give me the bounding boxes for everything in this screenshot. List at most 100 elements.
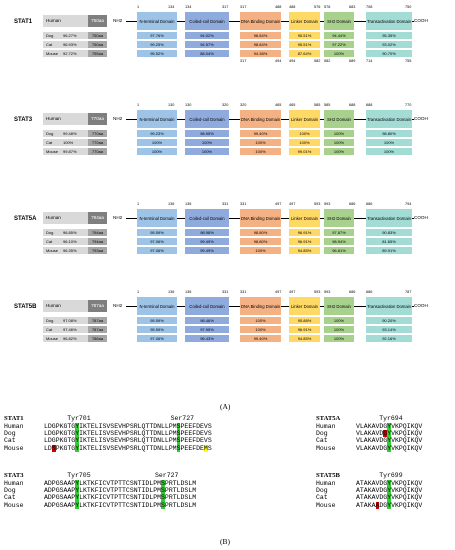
stat5b-position-top: 686 <box>349 290 356 294</box>
stat3-species-row: Cat 100% <box>43 139 88 146</box>
stat5b-identity-cell: 100% <box>240 326 281 333</box>
stat3-position-top: 585 <box>314 103 321 107</box>
species-identity: 96.35% <box>63 248 77 253</box>
stat5b-sequence: ATAKAVDGYVKPQIKQV <box>356 494 423 502</box>
stat5b-identity-cell: 93.14% <box>366 326 412 333</box>
stat5b-position-top: 497 <box>275 290 282 294</box>
stat1-species-label: Dog <box>4 430 16 438</box>
stat5b-identity-cell: 99.40% <box>240 335 281 342</box>
species-name: Mouse <box>46 149 59 154</box>
stat5a-domain-nt: N-terminal Domain <box>137 209 177 227</box>
stat3-identity-cell: 98.80% <box>366 130 412 137</box>
stat3-position-top: 130 <box>185 103 192 107</box>
stat1-human-length: 750aa <box>88 15 107 27</box>
stat1-sequence: LDGPKGTGYIKTELISVSEVHPSRLQTTDNLLPMSPEEFD… <box>44 423 212 430</box>
stat5a-identity-cell: 96.91% <box>289 238 320 245</box>
stat5a-nh2: NH2 <box>113 215 123 220</box>
stat1-position-bottom: 494 <box>275 59 282 63</box>
stat5b-domain-db: DNA Binding Domain <box>240 297 281 315</box>
panel-a-caption: (A) <box>220 402 231 411</box>
stat1-position-top: 134 <box>168 5 175 9</box>
stat3-position-top: 688 <box>349 103 356 107</box>
stat1-position-top: 317 <box>222 5 229 9</box>
stat1-position-top: 488 <box>275 5 282 9</box>
stat1-position-top: 1 <box>137 5 140 9</box>
stat5a-identity-cell: 97.87% <box>324 229 354 236</box>
stat5b-species-label: Dog <box>316 487 328 495</box>
stat5b-label: STAT5B <box>14 304 37 310</box>
stat5a-species-label: Cat <box>316 437 328 445</box>
stat3-identity-cell: 99.23% <box>137 130 177 137</box>
stat3-domain-db: DNA Binding Domain <box>240 110 281 128</box>
stat3-identity-cell: 98.95% <box>185 130 229 137</box>
stat5b-species-length: 787aa <box>88 326 107 333</box>
species-identity: 92.72% <box>63 51 77 56</box>
stat5a-identity-cell: 98.80% <box>240 229 281 236</box>
stat1-position-top: 576 <box>314 5 321 9</box>
stat3-position-top: 320 <box>222 103 229 107</box>
stat3-identity-cell: 100% <box>289 130 320 137</box>
species-name: Cat <box>46 239 53 244</box>
stat5b-domain-sh: SH2 Domain <box>324 297 354 315</box>
stat5a-species-label: Mouse <box>316 444 336 452</box>
species-identity: 99.48% <box>63 131 77 136</box>
stat3-sequence: ADPGSAAPYLKTKFICVTPTTCSNTIDLPMSPRTLDSLM <box>44 501 197 509</box>
stat3-identity-cell: 100% <box>324 148 354 155</box>
stat3-sequence: ADPGSAAPYLKTKFICVTPTTCSNTIDLPMSPRTLDSLM <box>44 494 197 502</box>
stat1-position-top: 317 <box>240 5 247 9</box>
stat5b-domain-nt: N-terminal Domain <box>137 297 177 315</box>
stat5b-identity-cell: 98.46% <box>185 317 229 324</box>
stat5a-identity-cell: 90.83% <box>366 229 412 236</box>
stat3-identity-cell: 100% <box>366 139 412 146</box>
species-identity: 99.87% <box>63 149 77 154</box>
stat5b-variant-highlight <box>375 501 380 509</box>
stat3-species-row: Dog 99.48% <box>43 130 88 137</box>
stat5b-identity-cell: 94.85% <box>289 335 320 342</box>
stat5b-identity-cell: 95.59% <box>137 317 177 324</box>
stat5a-position-top: 331 <box>240 202 247 206</box>
stat5b-identity-cell: 97.95% <box>185 326 229 333</box>
stat3-position-top: 130 <box>168 103 175 107</box>
stat5a-identity-cell: 81.65% <box>366 238 412 245</box>
stat1-identity-cell: 94.57% <box>185 41 229 48</box>
stat5a-residue-highlight <box>387 437 392 445</box>
stat3-position-top: 465 <box>275 103 282 107</box>
stat5a-species-row: Mouse 96.35% <box>43 247 88 254</box>
stat5a-position-top: 136 <box>168 202 175 206</box>
stat3-identity-cell: 100% <box>240 139 281 146</box>
stat1-identity-cell: 95.52% <box>137 50 177 57</box>
species-identity: 96.27% <box>63 33 77 38</box>
stat1-identity-cell: 95.51% <box>289 41 320 48</box>
stat5b-position-top: 136 <box>168 290 175 294</box>
stat5a-variant-highlight <box>383 430 388 438</box>
stat1-residue-highlight <box>75 423 80 431</box>
stat1-identity-cell: 94.38% <box>240 50 281 57</box>
stat3-identity-cell: 100% <box>240 148 281 155</box>
stat3-identity-cell: 100% <box>185 148 229 155</box>
stat5a-cooh: COOH <box>414 215 428 220</box>
stat5b-cooh: COOH <box>414 303 428 308</box>
panel-b-caption: (B) <box>220 537 230 546</box>
stat5b-identity-cell: 95.88% <box>289 317 320 324</box>
stat1-identity-cell: 94.02% <box>185 32 229 39</box>
stat5a-human-length: 794aa <box>88 212 107 224</box>
stat5a-identity-cell: 98.94% <box>324 238 354 245</box>
stat5a-residue-highlight <box>387 423 392 431</box>
stat5a-domain-sh: SH2 Domain <box>324 209 354 227</box>
stat1-residue-highlight <box>75 444 80 452</box>
stat5b-identity-cell: 96.43% <box>185 335 229 342</box>
stat5a-sequence: VLAKAVDGYVKPQIKQV <box>356 430 423 438</box>
stat3-position-top: 465 <box>289 103 296 107</box>
stat5a-identity-cell: 94.85% <box>289 247 320 254</box>
stat1-position-bottom: 582 <box>324 59 331 63</box>
stat5a-label: STAT5A <box>14 216 37 222</box>
stat5b-position-top: 686 <box>366 290 373 294</box>
stat1-position-bottom: 494 <box>289 59 296 63</box>
stat1-position-bottom: 714 <box>366 59 373 63</box>
species-name: Cat <box>46 327 53 332</box>
stat5a-position-top: 497 <box>275 202 282 206</box>
stat5a-position-top: 593 <box>324 202 331 206</box>
stat3-identity-cell: 100% <box>324 130 354 137</box>
stat3-domain-sh: SH2 Domain <box>324 110 354 128</box>
stat1-variant-highlight <box>203 444 208 452</box>
